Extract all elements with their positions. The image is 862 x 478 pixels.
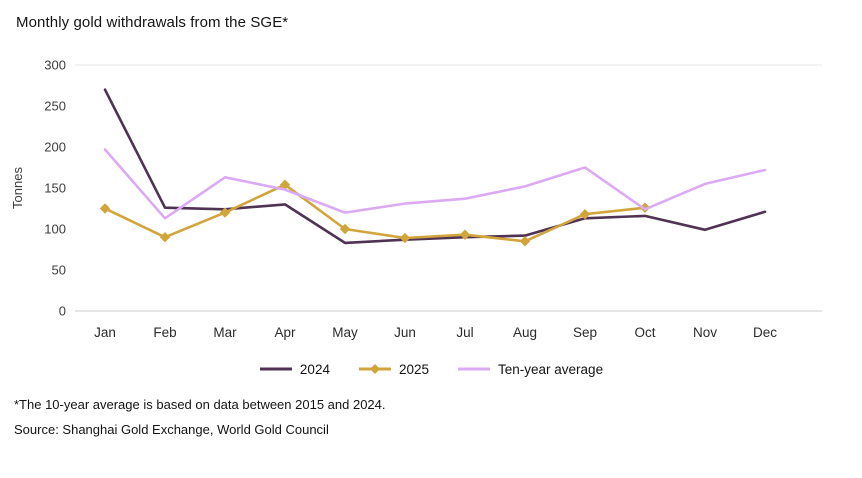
legend-swatch-2024 [259, 367, 292, 371]
x-axis-tick-label: Jun [394, 325, 416, 340]
x-axis-tick-label: Jul [456, 325, 473, 340]
legend-label: Ten-year average [498, 361, 604, 377]
legend-item-2025: 2025 [358, 362, 429, 377]
marker-diamond-2025 [159, 232, 171, 243]
x-axis-tick-label: Sep [573, 325, 597, 340]
series-line-2024 [103, 88, 767, 245]
legend-swatch-2025 [358, 364, 391, 374]
x-axis-tick-label: Aug [513, 325, 537, 340]
marker-diamond-2025 [279, 179, 291, 190]
y-axis-tick-label: 0 [59, 304, 66, 319]
legend-label: 2024 [299, 361, 330, 377]
x-axis-tick-label: Feb [153, 325, 176, 340]
marker-diamond-2025 [399, 232, 411, 244]
legend-label: 2025 [398, 361, 430, 377]
x-axis-tick-label: Mar [213, 325, 237, 340]
x-axis-tick-label: Nov [693, 325, 717, 340]
y-axis-tick-label: 150 [44, 181, 66, 196]
marker-diamond-2025 [99, 203, 111, 214]
chart-title: Monthly gold withdrawals from the SGE* [16, 14, 289, 31]
marker-diamond-2025 [639, 202, 651, 213]
y-axis-tick-label: 300 [44, 58, 66, 73]
x-axis-tick-label: Dec [753, 325, 777, 340]
marker-diamond-2025 [519, 236, 531, 247]
marker-diamond-2025 [339, 223, 351, 235]
series-line-ten-year-average [103, 148, 767, 220]
y-axis-title: Tonnes [10, 167, 25, 209]
footnote-source: Source: Shanghai Gold Exchange, World Go… [14, 422, 329, 438]
legend-swatch-ten-year-average [458, 367, 491, 371]
x-axis-tick-label: Jan [94, 325, 116, 340]
x-axis-tick-label: Oct [634, 325, 655, 340]
chart-legend: 2024 2025 Ten-year average [0, 359, 862, 379]
marker-diamond-2025 [459, 229, 471, 240]
y-axis-tick-label: 250 [44, 99, 66, 114]
y-axis-tick-label: 200 [44, 140, 66, 155]
x-axis-tick-label: May [332, 325, 358, 340]
marker-diamond-2025 [579, 209, 591, 220]
footnote-average-note: *The 10-year average is based on data be… [14, 397, 386, 412]
y-axis-tick-label: 50 [52, 263, 66, 278]
line-chart-canvas: 0 50 100 150 200 250 300 Jan Feb Mar Apr May Jun Jul A… [10, 58, 822, 340]
marker-diamond-2025 [219, 207, 231, 218]
legend-marker-diamond [369, 364, 380, 374]
x-axis-tick-label: Apr [274, 325, 296, 340]
legend-item-2024: 2024 [259, 362, 330, 377]
y-axis-tick-label: 100 [44, 222, 66, 237]
series-line-2025 [103, 183, 647, 243]
legend-item-ten-year-average: Ten-year average [457, 362, 603, 377]
